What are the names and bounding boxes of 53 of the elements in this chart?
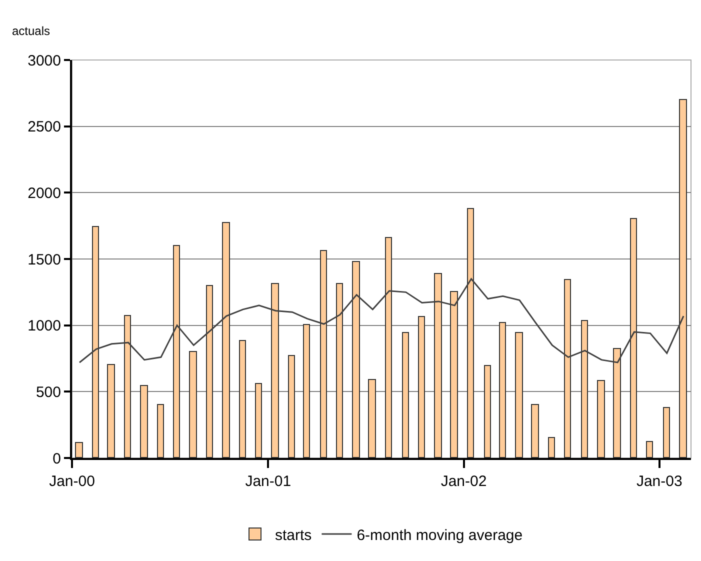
bar [484, 365, 491, 458]
bar [597, 380, 605, 458]
y-axis-title: actuals [12, 24, 50, 38]
y-tick-label: 1000 [28, 318, 61, 335]
y-tick-label: 0 [52, 450, 61, 468]
bar [189, 351, 197, 458]
bar [564, 279, 571, 458]
bar [467, 208, 474, 458]
y-tick-label: 2000 [28, 184, 61, 202]
bar [548, 437, 555, 458]
bar [679, 99, 687, 458]
x-tick-label: Jan-02 [440, 473, 487, 490]
bar [352, 261, 360, 458]
legend-label: starts [275, 526, 312, 544]
bar [450, 291, 458, 458]
bar [75, 442, 83, 458]
bar [515, 332, 523, 458]
bar [581, 320, 588, 458]
line-series [78, 278, 684, 364]
bar [320, 250, 327, 458]
bar [434, 273, 442, 458]
bar [646, 441, 653, 458]
bar [663, 407, 670, 458]
y-tick-label: 3000 [28, 52, 61, 70]
bar [255, 383, 262, 458]
bar [368, 379, 376, 458]
bar [385, 237, 392, 458]
bar [140, 385, 148, 458]
bar [239, 340, 246, 458]
bar [173, 245, 180, 458]
bar [157, 404, 164, 458]
y-tick-label: 1500 [28, 251, 61, 268]
bar [303, 324, 310, 458]
bar [107, 364, 115, 458]
x-tick-label: Jan-03 [636, 473, 682, 490]
bar [206, 285, 213, 458]
bar [271, 283, 279, 458]
bar [222, 222, 230, 458]
bar [402, 332, 409, 458]
bar [613, 348, 621, 458]
x-tick-label: Jan-00 [49, 473, 95, 490]
legend-label: 6-month moving average [356, 526, 523, 544]
bar [288, 355, 295, 458]
x-tick-label: Jan-01 [245, 473, 292, 490]
y-tick-label: 2500 [28, 118, 61, 136]
bar [499, 322, 506, 458]
bar [531, 404, 539, 458]
bar [124, 315, 131, 458]
bar [630, 218, 637, 458]
bar [336, 283, 343, 458]
bar [418, 316, 425, 458]
y-tick-label: 500 [36, 384, 61, 401]
bar [92, 226, 99, 458]
